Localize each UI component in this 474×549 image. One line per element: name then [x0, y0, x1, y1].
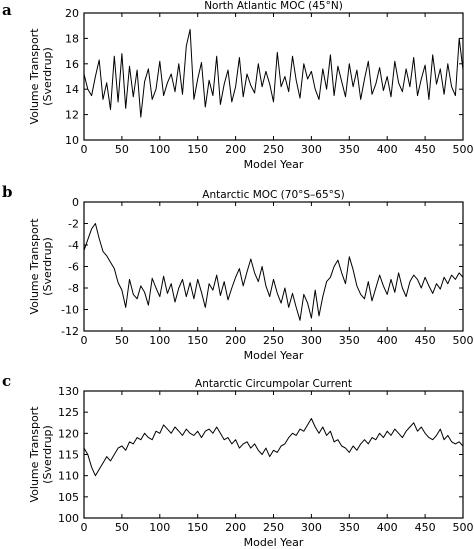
y-tick-label: 105 [58, 491, 79, 504]
x-tick-label: 150 [187, 143, 208, 156]
x-tick-label: 150 [187, 334, 208, 347]
x-tick-label: 100 [149, 334, 170, 347]
x-axis-label: Model Year [244, 536, 304, 549]
y-tick-label: 18 [65, 32, 79, 45]
x-tick-label: 400 [377, 334, 398, 347]
x-tick-label: 0 [81, 143, 88, 156]
panel-title: Antarctic MOC (70°S–65°S) [202, 189, 344, 201]
plot-frame [83, 390, 464, 519]
x-tick-label: 400 [377, 143, 398, 156]
y-tick-label: 115 [58, 449, 79, 462]
y-tick-label: -10 [61, 304, 79, 317]
y-axis-label: Volume Transport(Sverdrup) [28, 218, 54, 315]
x-tick-label: 450 [415, 334, 436, 347]
y-tick-label: 120 [58, 427, 79, 440]
series-line [84, 223, 463, 321]
y-tick-label: 100 [58, 512, 79, 525]
y-tick-label: 125 [58, 406, 79, 419]
panel-letter: a [2, 1, 12, 19]
x-tick-label: 500 [453, 521, 474, 534]
x-tick-label: 250 [263, 521, 284, 534]
y-tick-label: 14 [65, 83, 79, 96]
y-axis-label: Volume Transport(Sverdrup) [28, 406, 54, 503]
plot-frame [83, 12, 464, 141]
x-tick-label: 350 [339, 143, 360, 156]
x-tick-label: 300 [301, 521, 322, 534]
series-line [84, 418, 463, 477]
x-tick-label: 200 [225, 521, 246, 534]
panel-letter: c [2, 372, 11, 390]
y-tick-label: 16 [65, 58, 79, 71]
y-tick-label: -8 [68, 282, 79, 295]
x-tick-label: 100 [149, 143, 170, 156]
y-tick-label: -6 [68, 261, 79, 274]
y-tick-label: -2 [68, 218, 79, 231]
panel-title: North Atlantic MOC (45°N) [204, 0, 343, 12]
x-tick-label: 150 [187, 521, 208, 534]
x-tick-label: 100 [149, 521, 170, 534]
x-axis-label: Model Year [244, 349, 304, 362]
y-axis-label: Volume Transport(Sverdrup) [28, 28, 54, 125]
x-tick-label: 300 [301, 143, 322, 156]
plot-frame [83, 201, 464, 332]
panel-title: Antarctic Circumpolar Current [195, 378, 352, 390]
x-tick-label: 200 [225, 334, 246, 347]
x-tick-label: 500 [453, 334, 474, 347]
x-tick-label: 450 [415, 521, 436, 534]
y-tick-label: -12 [61, 325, 79, 338]
x-tick-label: 400 [377, 521, 398, 534]
x-tick-label: 200 [225, 143, 246, 156]
x-tick-label: 50 [115, 521, 129, 534]
panel-b: b Antarctic MOC (70°S–65°S) 0 50 100 150 200 25… [2, 183, 474, 362]
x-tick-label: 0 [81, 334, 88, 347]
x-tick-label: 500 [453, 143, 474, 156]
y-tick-label: 12 [65, 109, 79, 122]
y-tick-label: 110 [58, 470, 79, 483]
x-tick-label: 350 [339, 334, 360, 347]
panel-a: a North Atlantic MOC (45°N) 0 50 100 150 200 25… [2, 0, 474, 171]
y-tick-label: 20 [65, 7, 79, 20]
x-tick-label: 300 [301, 334, 322, 347]
x-tick-label: 250 [263, 143, 284, 156]
x-tick-label: 350 [339, 521, 360, 534]
y-tick-label: 130 [58, 385, 79, 398]
x-tick-label: 50 [115, 143, 129, 156]
y-tick-label: -4 [68, 239, 79, 252]
x-axis-label: Model Year [244, 158, 304, 171]
x-tick-label: 450 [415, 143, 436, 156]
panel-letter: b [2, 183, 13, 201]
series-line [84, 29, 463, 118]
y-tick-label: 10 [65, 134, 79, 147]
x-tick-label: 50 [115, 334, 129, 347]
x-tick-label: 250 [263, 334, 284, 347]
panel-c: c Antarctic Circumpolar Current 0 50 100 150 2… [2, 372, 474, 549]
y-tick-label: 0 [72, 196, 79, 209]
x-tick-label: 0 [81, 521, 88, 534]
